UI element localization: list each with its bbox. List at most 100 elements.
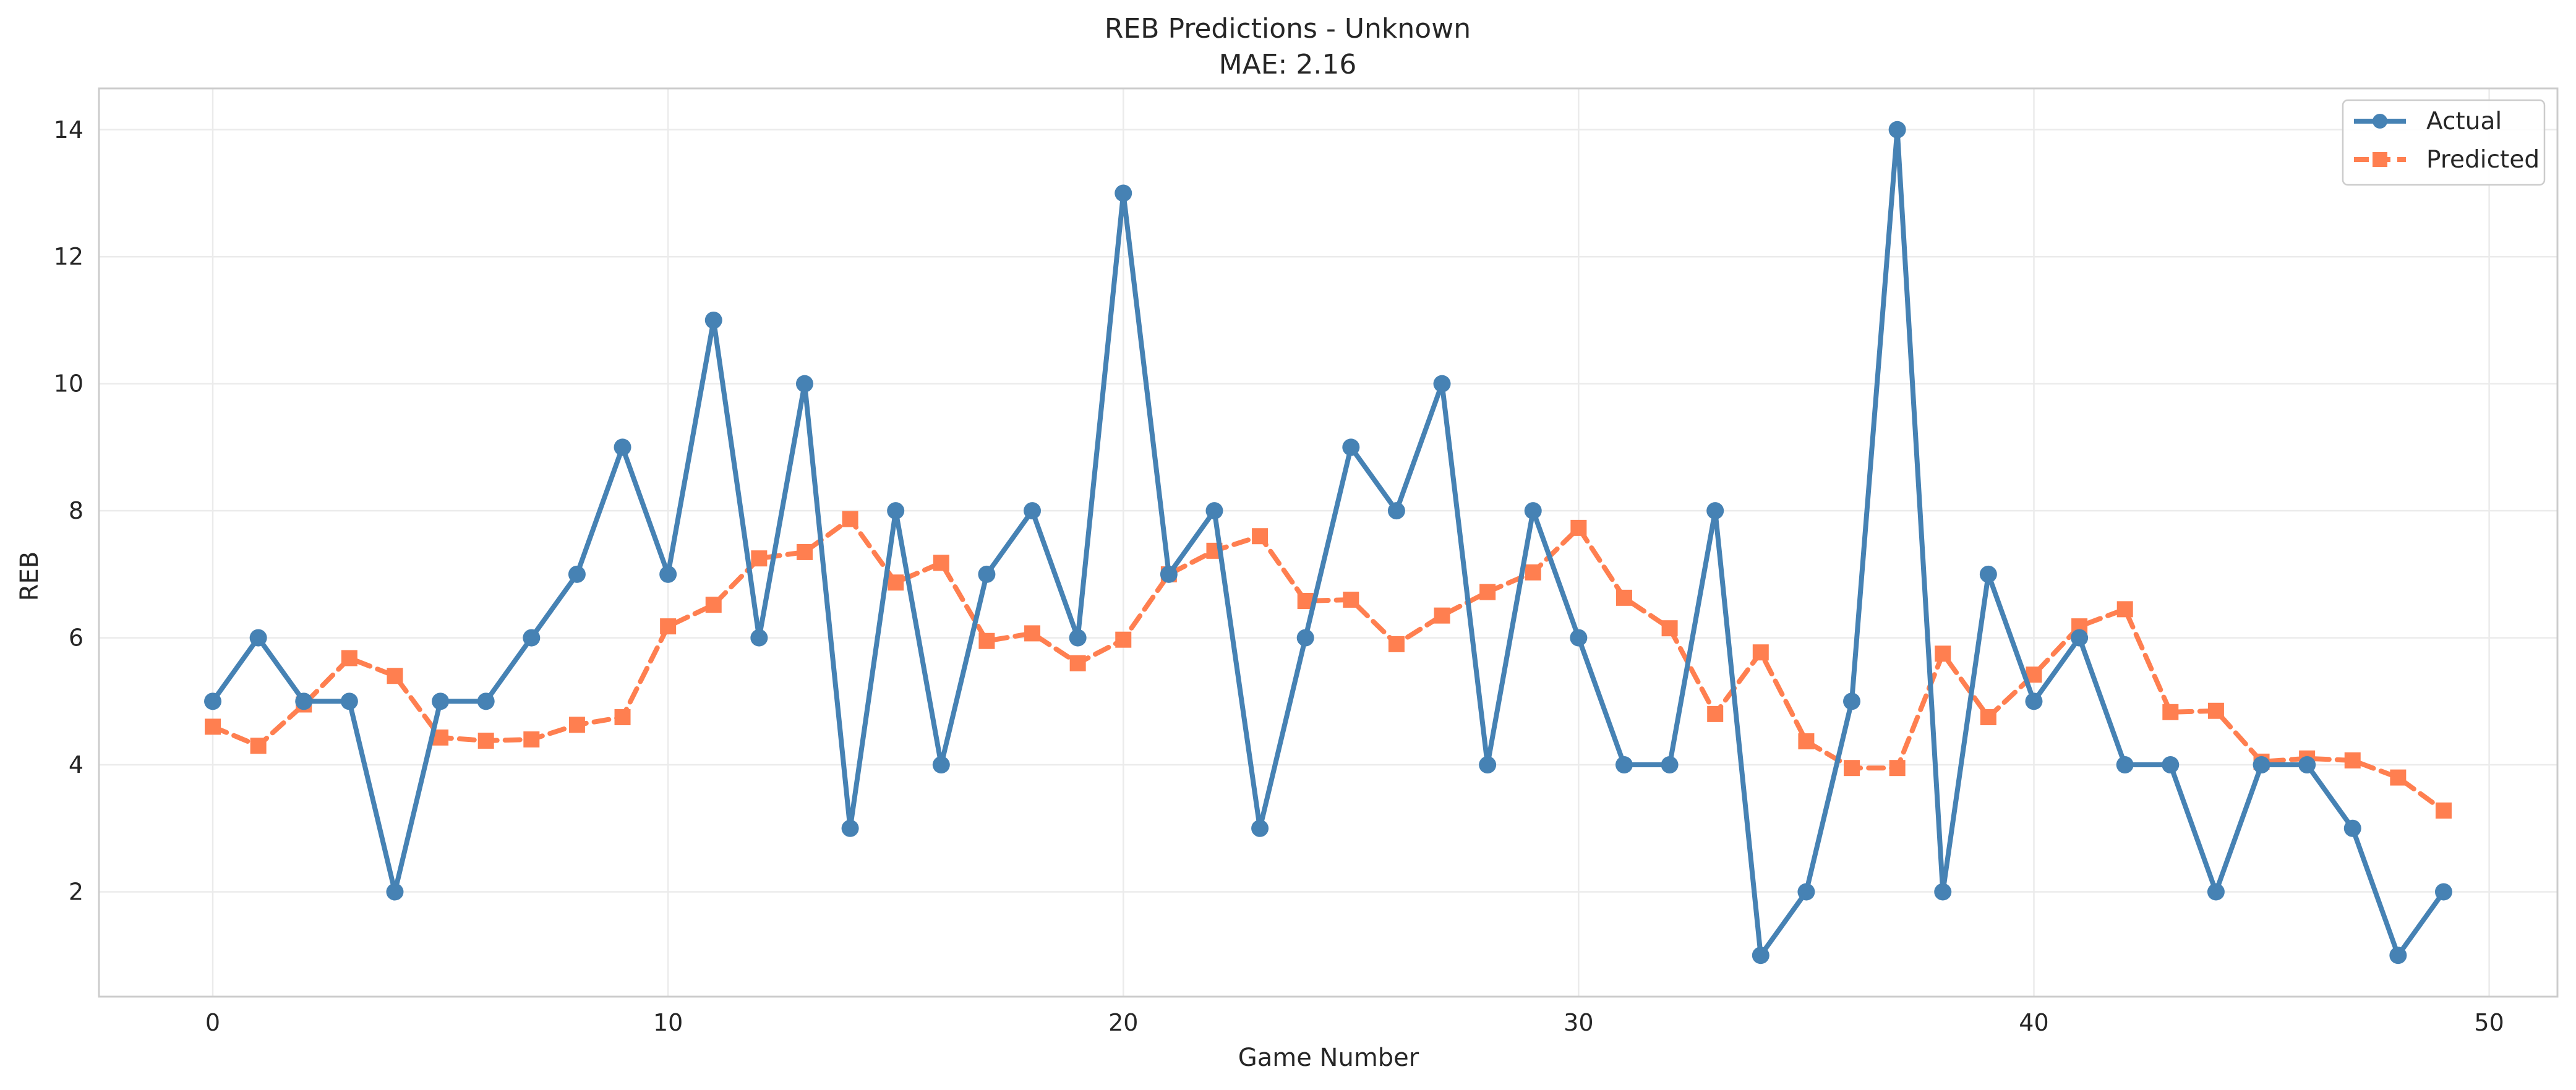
data-point-actual xyxy=(2162,756,2180,774)
x-tick-label: 40 xyxy=(2019,1009,2048,1036)
data-point-predicted xyxy=(1069,655,1086,671)
data-point-predicted xyxy=(2435,803,2452,819)
data-point-actual xyxy=(295,692,313,710)
data-point-actual xyxy=(2025,692,2043,710)
data-point-actual xyxy=(1615,756,1633,774)
data-point-actual xyxy=(2253,756,2270,774)
data-point-actual xyxy=(2343,819,2361,837)
data-point-actual xyxy=(2298,756,2316,774)
legend: Actual Predicted xyxy=(2342,99,2546,186)
data-point-actual xyxy=(978,565,996,583)
data-point-predicted xyxy=(2344,752,2361,769)
data-point-actual xyxy=(2389,947,2407,964)
y-tick-label: 12 xyxy=(54,243,83,270)
data-point-actual xyxy=(1251,819,1269,837)
data-point-actual xyxy=(1843,692,1861,710)
data-point-actual xyxy=(704,311,722,329)
data-point-actual xyxy=(2116,756,2134,774)
series-layer xyxy=(204,121,2452,964)
x-tick-label: 0 xyxy=(205,1009,220,1036)
data-point-actual xyxy=(204,692,222,710)
data-point-actual xyxy=(1433,375,1451,393)
y-tick-label: 10 xyxy=(54,370,83,398)
data-point-predicted xyxy=(250,738,267,754)
data-point-actual xyxy=(614,438,631,456)
data-point-actual xyxy=(1387,502,1405,520)
data-point-predicted xyxy=(933,555,949,571)
data-point-actual xyxy=(887,502,905,520)
data-point-actual xyxy=(523,629,541,647)
data-point-actual xyxy=(2434,883,2452,901)
data-point-predicted xyxy=(751,550,768,567)
y-tick-label: 4 xyxy=(69,751,83,778)
data-point-predicted xyxy=(1525,564,1541,581)
data-point-predicted xyxy=(1707,705,1724,722)
x-tick-label: 50 xyxy=(2474,1009,2504,1036)
data-point-predicted xyxy=(1615,589,1632,606)
data-point-predicted xyxy=(888,574,904,591)
data-point-predicted xyxy=(1935,645,1951,662)
data-point-predicted xyxy=(1343,591,1359,608)
data-point-actual xyxy=(249,629,267,647)
data-point-predicted xyxy=(796,543,813,560)
data-point-actual xyxy=(795,375,813,393)
legend-predicted-label: Predicted xyxy=(2426,146,2540,174)
data-point-predicted xyxy=(1388,636,1405,652)
data-point-actual xyxy=(568,565,586,583)
data-point-predicted xyxy=(978,632,995,649)
data-point-actual xyxy=(1342,438,1360,456)
data-point-actual xyxy=(1524,502,1542,520)
data-point-actual xyxy=(1979,565,1997,583)
y-axis-label: REB xyxy=(15,551,44,602)
y-tick-label: 6 xyxy=(69,624,83,652)
data-point-actual xyxy=(1706,502,1724,520)
data-point-actual xyxy=(750,629,768,647)
data-point-actual xyxy=(1797,883,1815,901)
data-point-actual xyxy=(1115,184,1132,202)
data-point-predicted xyxy=(1980,709,1996,725)
x-axis-label: Game Number xyxy=(1238,1044,1419,1072)
data-point-actual xyxy=(659,565,677,583)
series-actual xyxy=(204,121,2452,964)
grid xyxy=(99,88,2557,997)
data-point-actual xyxy=(386,883,404,901)
data-point-actual xyxy=(1479,756,1497,774)
data-point-actual xyxy=(1570,629,1588,647)
data-point-actual xyxy=(1296,629,1314,647)
chart-subtitle: MAE: 2.16 xyxy=(1219,49,1357,80)
data-point-predicted xyxy=(2390,769,2407,786)
y-tick-label: 8 xyxy=(69,497,83,524)
data-point-actual xyxy=(432,692,450,710)
data-point-predicted xyxy=(1844,760,1860,777)
data-point-predicted xyxy=(614,709,631,725)
data-point-predicted xyxy=(568,717,585,733)
chart-title: REB Predictions - Unknown xyxy=(1105,13,1471,45)
data-point-actual xyxy=(2071,629,2089,647)
data-point-predicted xyxy=(660,618,677,635)
data-point-actual xyxy=(1934,883,1952,901)
data-point-predicted xyxy=(2162,704,2179,720)
legend-actual-marker xyxy=(2373,114,2387,129)
data-point-predicted xyxy=(341,650,357,666)
data-point-predicted xyxy=(1479,584,1496,600)
data-point-actual xyxy=(1205,502,1223,520)
data-point-actual xyxy=(1752,947,1769,964)
x-tick-label: 10 xyxy=(653,1009,683,1036)
data-point-predicted xyxy=(1889,760,1906,777)
data-point-actual xyxy=(1160,565,1178,583)
data-point-predicted xyxy=(1252,528,1269,545)
x-tick-label: 30 xyxy=(1564,1009,1593,1036)
data-point-actual xyxy=(841,819,859,837)
data-point-predicted xyxy=(1570,519,1587,536)
data-point-actual xyxy=(1661,756,1679,774)
data-point-actual xyxy=(1888,121,1906,138)
legend-actual-label: Actual xyxy=(2426,108,2502,135)
data-point-predicted xyxy=(205,718,221,735)
data-point-actual xyxy=(1069,629,1087,647)
data-point-predicted xyxy=(705,597,722,613)
data-point-predicted xyxy=(1115,631,1132,648)
data-point-predicted xyxy=(2116,601,2133,618)
data-point-actual xyxy=(477,692,495,710)
